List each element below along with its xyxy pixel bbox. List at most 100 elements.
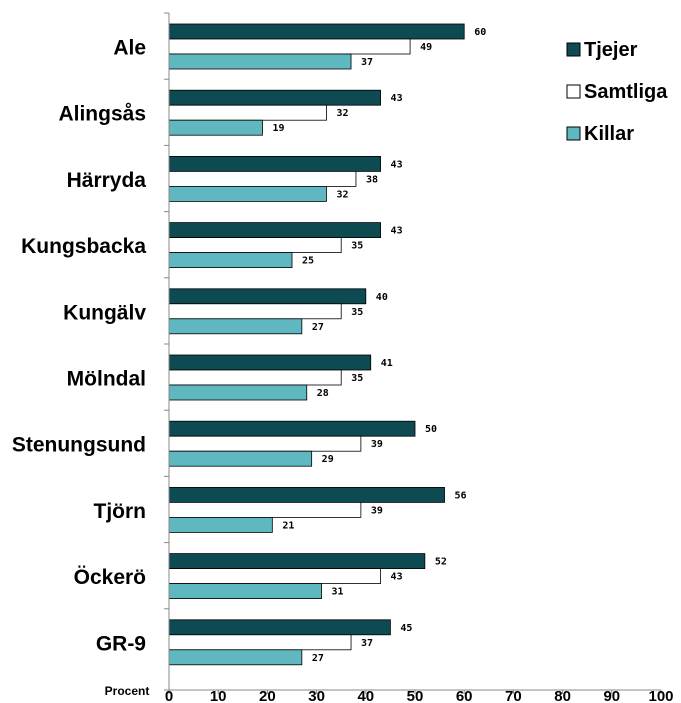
x-tick-label-60: 60 [456, 688, 473, 703]
x-axis-label: Procent [105, 684, 150, 698]
x-tick-label-10: 10 [210, 688, 227, 703]
bar-samtliga-h-rryda [168, 170, 357, 187]
category-group-kung-lv: 40 35 27 [168, 288, 388, 335]
value-label-tjejer-kungsbacka: 43 [391, 226, 403, 237]
value-label-tjejer-kung-lv: 40 [376, 292, 388, 303]
value-label-tjejer-h-rryda: 43 [391, 159, 403, 170]
bar-samtliga-alings-s [168, 104, 327, 121]
bar-tjejer-gr-9 [168, 619, 391, 636]
x-tick-label-90: 90 [603, 688, 620, 703]
bar-killar-stenungsund [168, 450, 313, 467]
category-group-alings-s: 43 32 19 [168, 89, 403, 136]
category-label-alings-s: Alingsås [58, 103, 146, 126]
x-tick-label-30: 30 [308, 688, 325, 703]
value-label-killar-tj-rn: 21 [282, 520, 294, 531]
bar-killar-ale [168, 53, 352, 70]
bar-tjejer-h-rryda [168, 155, 381, 172]
category-label-tj-rn: Tjörn [94, 500, 147, 523]
bar-samtliga-kungsbacka [168, 237, 342, 254]
value-label-killar-alings-s: 19 [272, 123, 284, 134]
bar-tjejer-tj-rn [168, 486, 445, 503]
value-label-samtliga-m-lndal: 35 [351, 373, 363, 384]
category-group-stenungsund: 50 39 29 [168, 420, 437, 467]
value-label-killar-ale: 37 [361, 57, 373, 68]
category-group-m-lndal: 41 35 28 [168, 354, 393, 401]
x-tick-label-0: 0 [165, 688, 173, 703]
value-label-killar-h-rryda: 32 [336, 189, 348, 200]
bar-tjejer-stenungsund [168, 420, 416, 437]
value-label-samtliga-gr-9: 37 [361, 638, 373, 649]
bars-layer: 60 49 37 43 32 19 43 38 32 43 35 25 40 35 27 41 35 28 50 39… [168, 23, 486, 666]
bar-tjejer-kung-lv [168, 288, 367, 305]
value-label-tjejer-ale: 60 [474, 27, 486, 38]
category-label-stenungsund: Stenungsund [12, 434, 146, 457]
value-label-samtliga-h-rryda: 38 [366, 174, 378, 185]
value-label-killar-m-lndal: 28 [317, 388, 329, 399]
legend-label-samtliga: Samtliga [584, 81, 668, 103]
category-group-gr-9: 45 37 27 [168, 619, 412, 666]
bar-killar-cker [168, 583, 322, 599]
bar-samtliga-stenungsund [168, 435, 362, 452]
category-group-h-rryda: 43 38 32 [168, 155, 403, 202]
bar-killar-m-lndal [168, 384, 308, 401]
legend-swatch-tjejer [566, 42, 581, 57]
x-tick-label-100: 100 [648, 688, 673, 703]
category-label-ale: Ale [113, 37, 146, 60]
value-label-tjejer-m-lndal: 41 [381, 358, 393, 369]
value-label-tjejer-tj-rn: 56 [455, 490, 467, 501]
x-tick-label-40: 40 [357, 688, 374, 703]
bar-killar-tj-rn [168, 517, 273, 533]
x-tick-label-80: 80 [554, 688, 571, 703]
category-label-kungsbacka: Kungsbacka [21, 235, 146, 258]
value-label-samtliga-ale: 49 [420, 42, 432, 53]
bar-tjejer-alings-s [168, 89, 381, 106]
category-group-kungsbacka: 43 35 25 [168, 222, 403, 269]
legend-swatch-samtliga [566, 84, 581, 99]
bar-tjejer-cker [168, 553, 426, 569]
category-label-h-rryda: Härryda [67, 169, 147, 192]
value-label-killar-stenungsund: 29 [322, 454, 334, 465]
bar-killar-h-rryda [168, 185, 327, 202]
legend: Tjejer Samtliga Killar [566, 39, 668, 145]
category-group-cker: 52 43 31 [168, 553, 447, 599]
bar-tjejer-kungsbacka [168, 222, 381, 239]
value-label-tjejer-gr-9: 45 [400, 623, 412, 634]
value-label-killar-cker: 31 [332, 587, 344, 598]
value-label-samtliga-alings-s: 32 [336, 108, 348, 119]
bar-samtliga-ale [168, 38, 411, 55]
value-label-killar-kung-lv: 27 [312, 322, 324, 333]
axes: 0 10 20 30 40 50 60 70 80 90 100 Procent [105, 12, 674, 703]
category-label-kung-lv: Kungälv [63, 301, 146, 324]
value-label-tjejer-stenungsund: 50 [425, 424, 437, 435]
bar-samtliga-kung-lv [168, 303, 342, 320]
x-tick-label-70: 70 [505, 688, 522, 703]
value-label-tjejer-cker: 52 [435, 557, 447, 568]
bar-killar-alings-s [168, 119, 263, 136]
legend-label-killar: Killar [584, 123, 634, 145]
bar-killar-kung-lv [168, 318, 303, 335]
legend-label-tjejer: Tjejer [584, 39, 638, 61]
value-label-samtliga-tj-rn: 39 [371, 505, 383, 516]
bar-samtliga-tj-rn [168, 501, 362, 518]
category-labels: Ale Alingsås Härryda Kungsbacka Kungälv Mölnd… [12, 37, 146, 656]
category-group-ale: 60 49 37 [168, 23, 486, 70]
bar-tjejer-m-lndal [168, 354, 372, 371]
value-label-samtliga-kungsbacka: 35 [351, 241, 363, 252]
value-label-killar-kungsbacka: 25 [302, 256, 314, 267]
category-label-gr-9: GR-9 [96, 632, 146, 655]
category-label-cker: Öckerö [74, 566, 146, 589]
bar-killar-gr-9 [168, 649, 303, 666]
bar-tjejer-ale [168, 23, 465, 40]
category-label-m-lndal: Mölndal [67, 368, 146, 391]
bar-samtliga-cker [168, 568, 381, 584]
legend-item-samtliga: Samtliga [566, 81, 668, 103]
legend-swatch-killar [566, 126, 581, 141]
bar-samtliga-gr-9 [168, 634, 352, 651]
value-label-samtliga-kung-lv: 35 [351, 307, 363, 318]
category-group-tj-rn: 56 39 21 [168, 486, 467, 533]
bar-killar-kungsbacka [168, 252, 293, 269]
x-tick-label-50: 50 [407, 688, 424, 703]
value-label-samtliga-stenungsund: 39 [371, 439, 383, 450]
x-tick-label-20: 20 [259, 688, 276, 703]
